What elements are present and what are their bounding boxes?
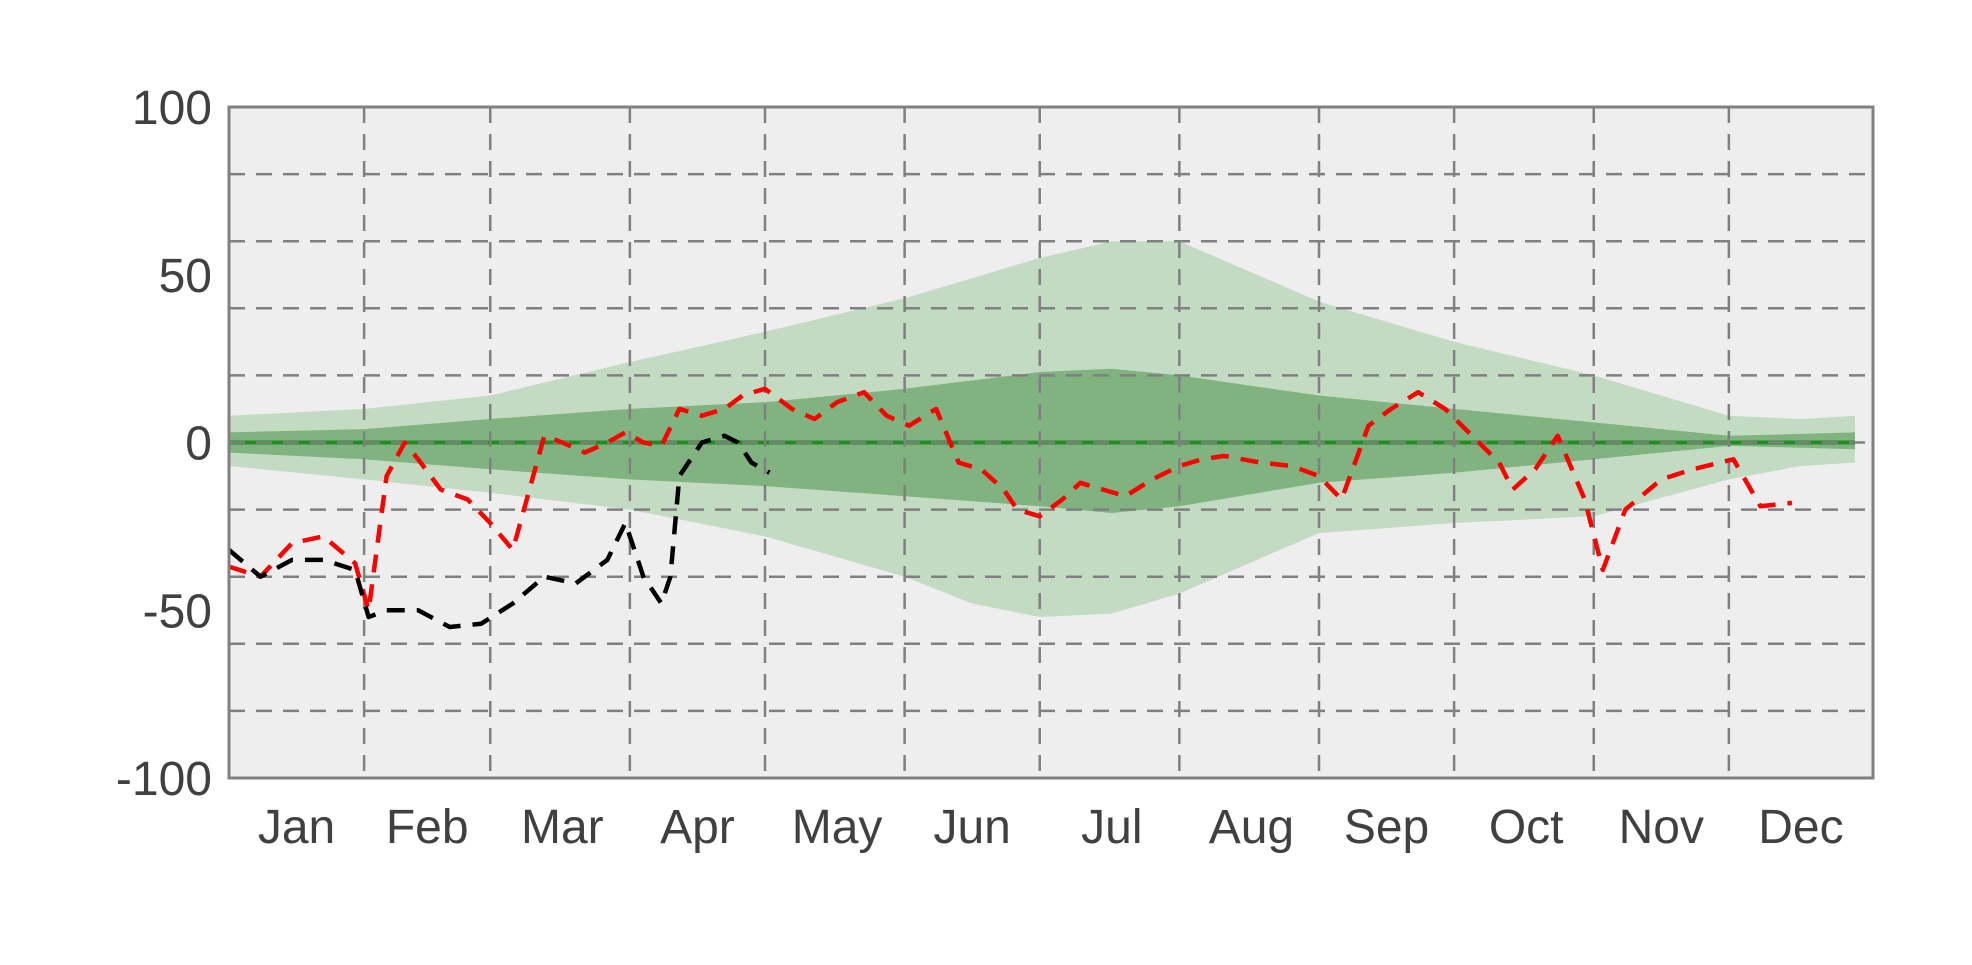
red-dashed-series-line bbox=[228, 386, 1793, 613]
x-tick-label: Apr bbox=[660, 801, 735, 854]
x-tick-labels: Jan Feb Mar Apr May Jun Jul Aug Sep Oct Nov Dec bbox=[258, 801, 1844, 854]
plot-frame bbox=[227, 105, 1875, 780]
x-tick-label: Sep bbox=[1344, 801, 1429, 854]
x-tick-label: Feb bbox=[386, 801, 469, 854]
gridlines-layer bbox=[229, 107, 1873, 778]
y-tick-labels: 100 50 0 -50 -100 bbox=[116, 82, 212, 806]
x-tick-label: Jan bbox=[258, 801, 335, 854]
y-tick-label: 100 bbox=[132, 82, 212, 135]
x-tick-label: Jun bbox=[933, 801, 1010, 854]
x-tick-label: Nov bbox=[1619, 801, 1704, 854]
series-layer bbox=[227, 386, 1793, 630]
y-tick-label: 50 bbox=[159, 250, 212, 303]
x-tick-label: Mar bbox=[521, 801, 604, 854]
y-tick-label: -50 bbox=[143, 585, 212, 638]
black-dashed-series-line bbox=[227, 433, 771, 630]
x-tick-label: Oct bbox=[1489, 801, 1564, 854]
x-tick-label: Jul bbox=[1081, 801, 1142, 854]
y-tick-label: -100 bbox=[116, 753, 212, 806]
x-tick-label: May bbox=[792, 801, 883, 854]
x-tick-label: Dec bbox=[1758, 801, 1843, 854]
x-tick-label: Aug bbox=[1209, 801, 1294, 854]
y-tick-label: 0 bbox=[185, 418, 212, 471]
